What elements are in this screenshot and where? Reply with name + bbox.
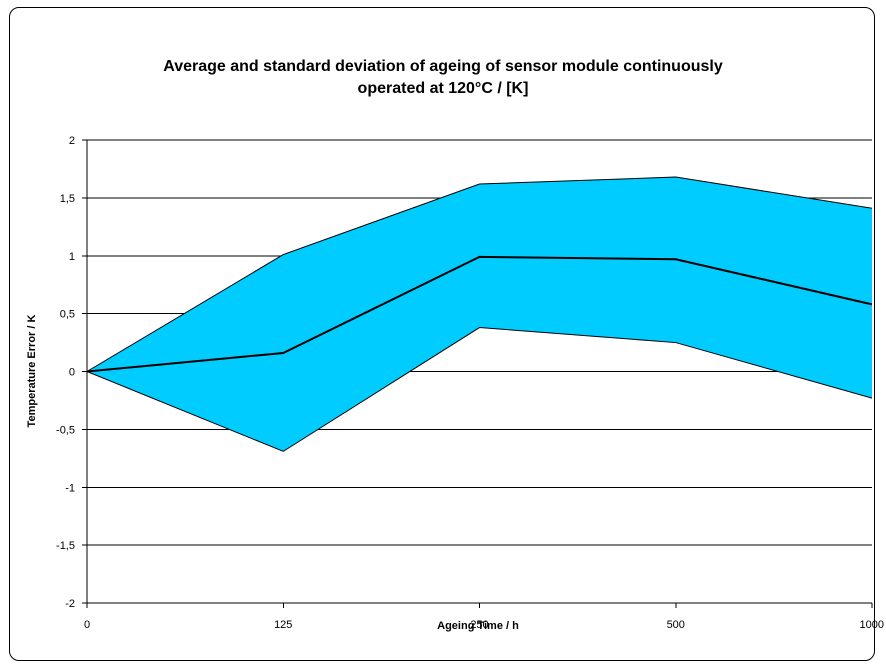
axes	[82, 139, 873, 608]
y-tick-label--2: -2	[65, 598, 75, 610]
std-deviation-band-layer	[86, 176, 873, 452]
y-tick-label--1,5: -1,5	[56, 540, 75, 552]
y-tick-label-1,5: 1,5	[60, 193, 75, 205]
chart-title-line-1: Average and standard deviation of ageing…	[163, 58, 723, 75]
y-tick-label-2: 2	[69, 135, 75, 147]
chart-title: Average and standard deviation of ageing…	[0, 56, 886, 100]
y-tick-label-0,5: 0,5	[60, 309, 75, 321]
y-tick-label-1: 1	[69, 251, 75, 263]
x-tick-label-1000: 1000	[860, 619, 884, 631]
y-tick-label-0: 0	[69, 367, 75, 379]
x-tick-label-250: 250	[470, 619, 488, 631]
std-deviation-band	[87, 177, 872, 452]
x-tick-labels: 0 125 250 500 1000	[84, 619, 884, 631]
chart-title-line-2: operated at 120°C / [K]	[357, 80, 529, 97]
y-tick-label--0,5: -0,5	[56, 424, 75, 436]
x-tick-label-125: 125	[274, 619, 292, 631]
lower-bound-line	[86, 327, 873, 452]
x-tick-label-0: 0	[84, 619, 90, 631]
average-line	[86, 255, 873, 373]
upper-bound-line	[86, 176, 873, 372]
average-line-layer	[86, 255, 873, 373]
x-axis-title: Ageing Time / h	[437, 620, 519, 632]
x-tick-label-500: 500	[667, 619, 685, 631]
y-tick-labels: -2 -1,5 -1 -0,5 0 0,5 1 1,5 2	[56, 135, 75, 610]
y-axis-title: Temperature Error / K	[26, 315, 38, 428]
y-tick-label--1: -1	[65, 482, 75, 494]
